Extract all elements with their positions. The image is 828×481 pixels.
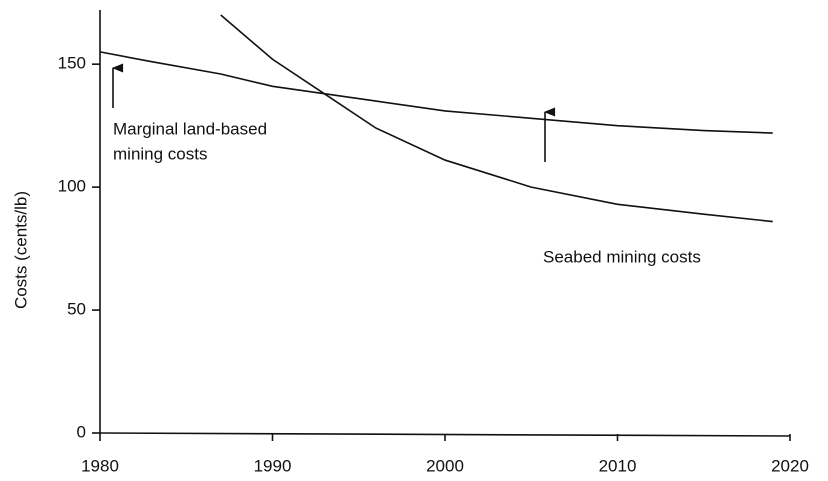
- x-tick-label: 2010: [599, 456, 637, 475]
- annotation: mining costs: [113, 144, 207, 163]
- annotation: Marginal land-based: [113, 119, 267, 138]
- y-axis-label: Costs (cents/lb): [11, 191, 30, 309]
- x-tick-label: 1990: [254, 456, 292, 475]
- series-line: [99, 51, 773, 134]
- y-tick-label: 50: [67, 300, 86, 319]
- y-tick-label: 150: [58, 54, 86, 73]
- y-tick-label: 100: [58, 177, 86, 196]
- x-tick-label: 2020: [771, 456, 809, 475]
- x-tick-label: 2000: [426, 456, 464, 475]
- annotation: Seabed mining costs: [543, 247, 701, 266]
- series-line: [220, 14, 773, 223]
- y-tick-label: 0: [77, 422, 86, 441]
- x-tick-label: 1980: [81, 456, 119, 475]
